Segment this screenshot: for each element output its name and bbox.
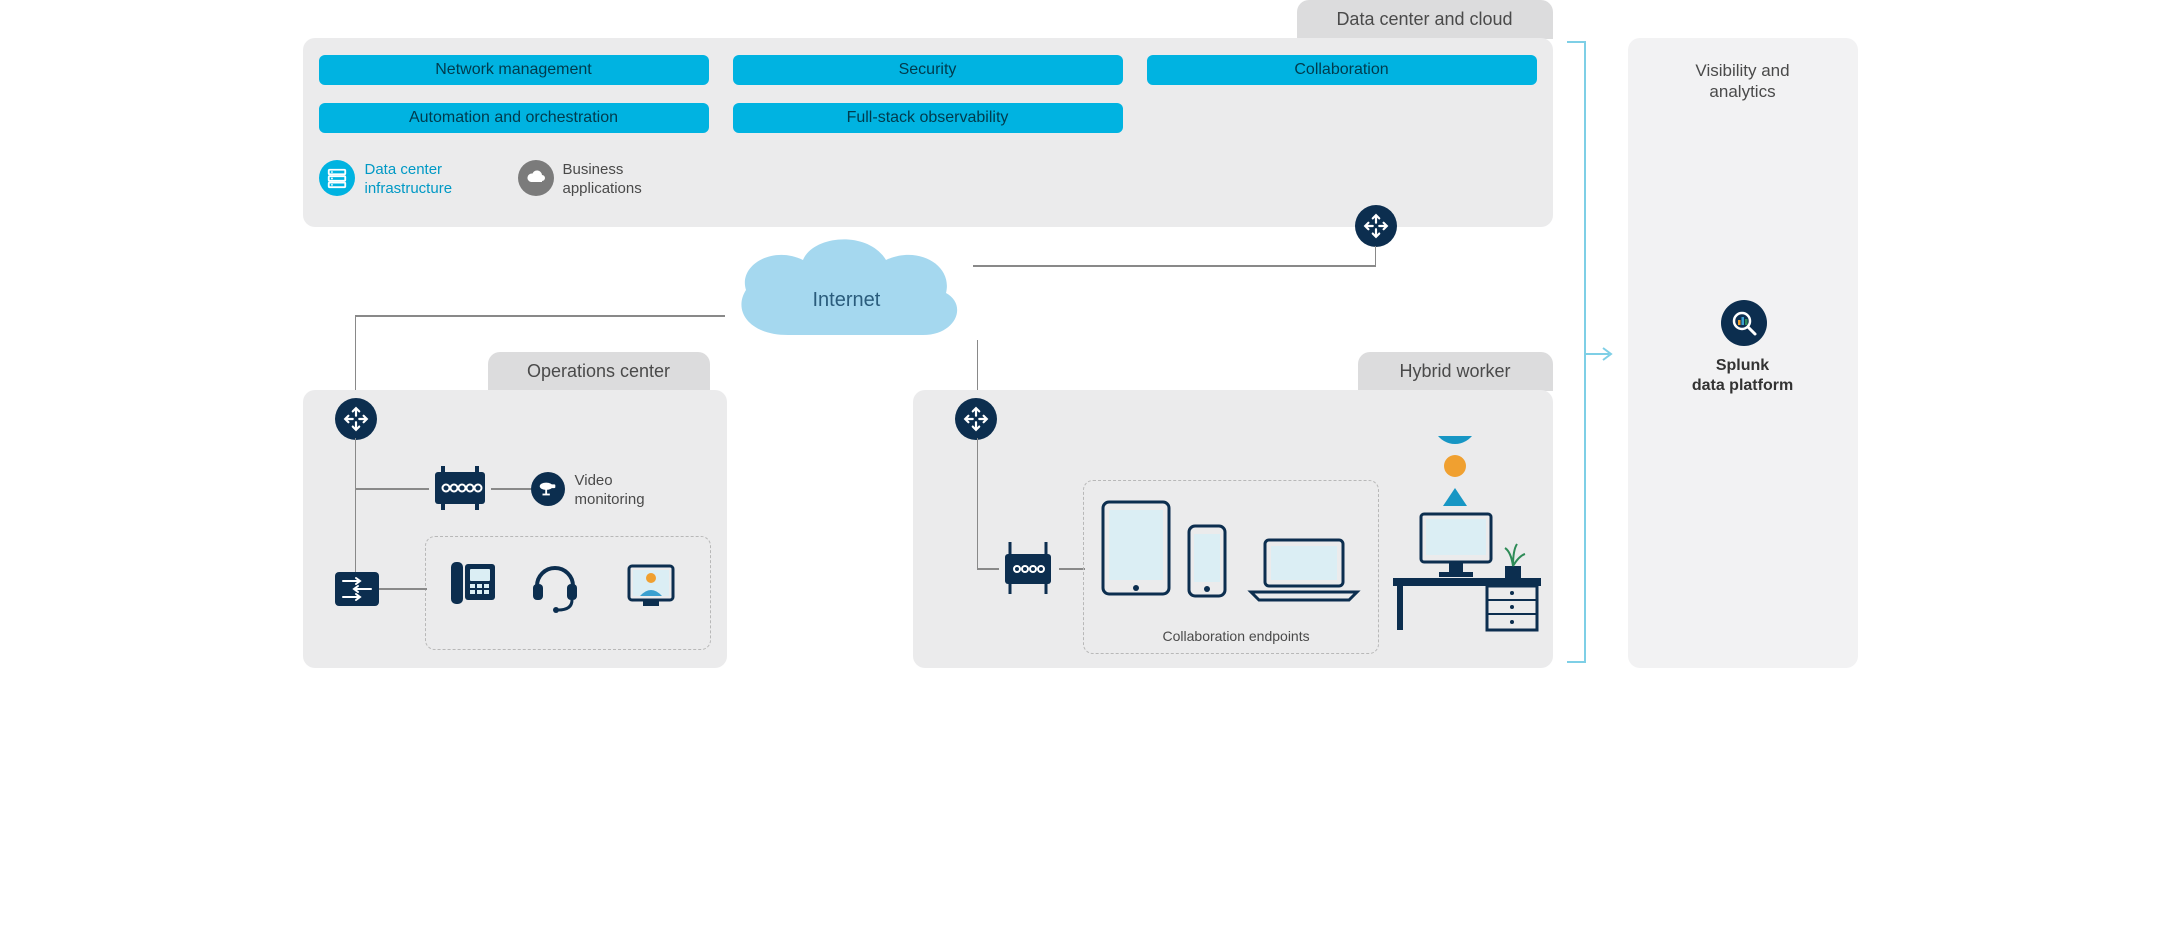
line-ops-endpoints [379, 588, 427, 590]
line-ops-cam [491, 488, 531, 490]
line-cloud-ops-h [355, 315, 725, 317]
right-panel [1628, 38, 1858, 668]
pill-automation: Automation and orchestration [319, 103, 709, 133]
phone-icon [443, 556, 501, 610]
appliance-ops-icon [427, 462, 493, 514]
laptop-icon [1245, 534, 1363, 602]
server-icon [319, 160, 355, 196]
line-ops-trunk [355, 438, 357, 588]
headset-icon [525, 556, 585, 614]
dc-tab-label: Data center and cloud [1336, 9, 1512, 29]
infra-label: Data center infrastructure [365, 161, 453, 199]
biz-label: Business applications [563, 161, 642, 199]
internet-label: Internet [813, 288, 881, 313]
cloud-app-icon [518, 160, 554, 196]
pill-network-management: Network management [319, 55, 709, 85]
camera-icon [531, 472, 565, 506]
line-cloud-dc-v [1375, 246, 1377, 266]
pill-collaboration: Collaboration [1147, 55, 1537, 85]
video-label: Video monitoring [575, 472, 645, 510]
hybrid-tab: Hybrid worker [1358, 352, 1553, 391]
pill-fso: Full-stack observability [733, 103, 1123, 133]
pill-security: Security [733, 55, 1123, 85]
ops-tab: Operations center [488, 352, 710, 391]
line-cloud-dc-h [973, 265, 1376, 267]
switch-icon [333, 570, 381, 608]
right-title: Visibility and analytics [1628, 60, 1858, 103]
splunk-label: Splunk data platform [1628, 356, 1858, 396]
worker-desk-icon [1387, 436, 1547, 636]
smartphone-icon [1185, 522, 1229, 600]
line-ops-mid [355, 488, 429, 490]
line-hybrid-trunk [977, 438, 979, 568]
endpoints-label: Collaboration endpoints [1163, 628, 1310, 646]
video-endpoint-icon [621, 556, 681, 614]
dc-tab: Data center and cloud [1297, 0, 1553, 39]
router-dc [1355, 205, 1397, 247]
bracket-icon [1565, 40, 1615, 668]
router-hybrid [955, 398, 997, 440]
line-cloud-hybrid-v [977, 340, 979, 395]
wireless-ap-icon [995, 540, 1061, 596]
line-ap-box [1059, 568, 1085, 570]
splunk-icon [1721, 300, 1767, 346]
router-ops [335, 398, 377, 440]
tablet-icon [1099, 498, 1173, 598]
